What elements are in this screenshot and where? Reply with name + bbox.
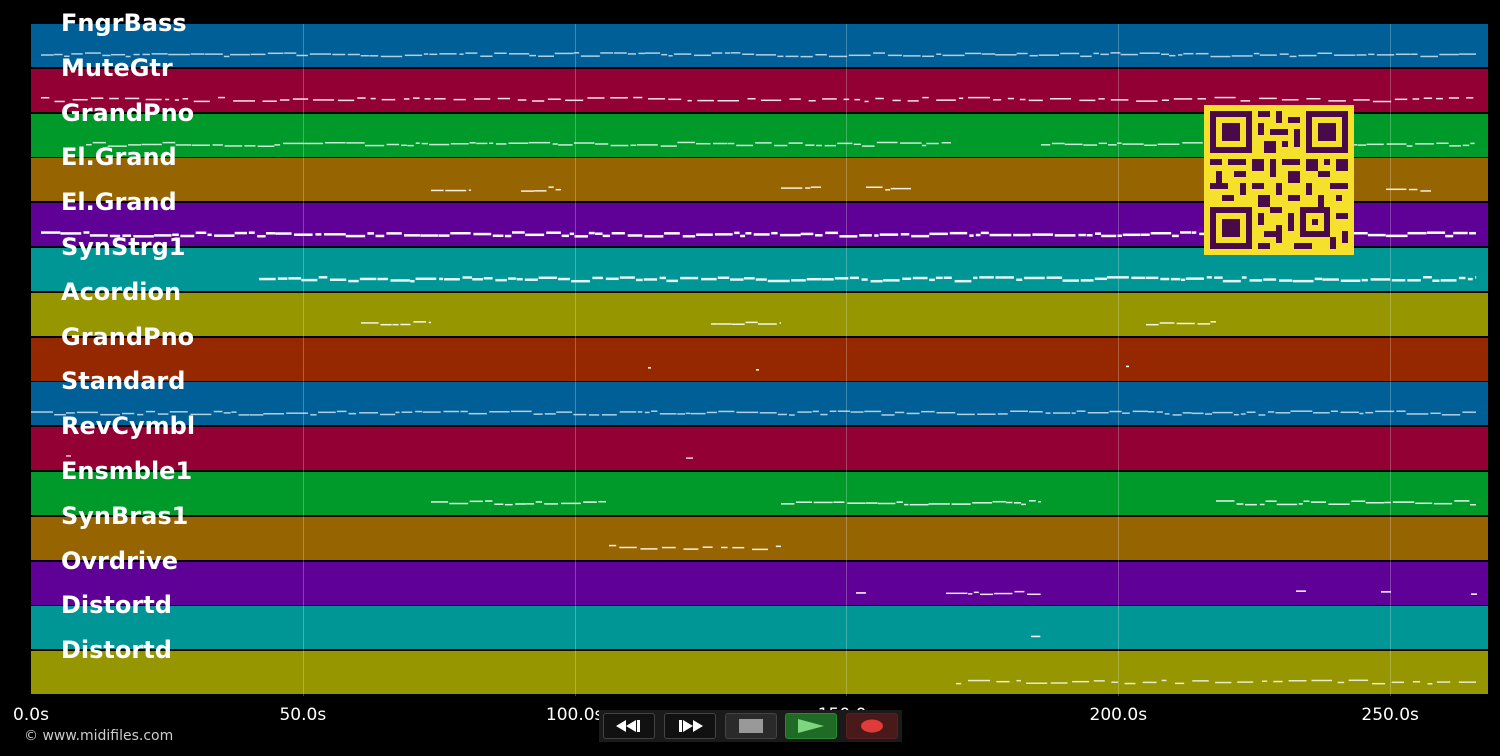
track-lane[interactable]: Standard [31, 367, 1488, 426]
track-name: SynStrg1 [61, 233, 186, 261]
time-tick-label: 0.0s [13, 705, 49, 725]
stop-button[interactable] [724, 713, 777, 739]
track-name: RevCymbl [61, 412, 196, 441]
qr-code-icon [1204, 105, 1354, 255]
time-tick-label: 50.0s [279, 705, 327, 725]
time-tick-label: 100.0s [545, 705, 604, 725]
track-name: Acordion [61, 277, 182, 306]
track-lanes: FngrBass MuteGtr GrandPno El.Grand El.Grand S… [31, 9, 1488, 696]
track-name: El.Grand [61, 143, 177, 172]
rewind-icon [616, 720, 640, 732]
track-name: Distortd [61, 636, 172, 665]
fast-forward-icon [678, 720, 703, 732]
copyright-text: © www.midifiles.com [24, 728, 174, 744]
track-lane[interactable]: Acordion [31, 278, 1488, 336]
track-lane[interactable]: Distortd [31, 591, 1488, 650]
track-name: Ovrdrive [61, 546, 179, 575]
rewind-button[interactable] [603, 713, 655, 739]
play-icon [798, 719, 825, 733]
play-button[interactable] [785, 713, 838, 739]
time-tick-label: 250.0s [1361, 705, 1419, 725]
track-name: SynBras1 [61, 501, 189, 530]
record-button[interactable] [846, 713, 898, 739]
track-lane[interactable]: RevCymbl [31, 412, 1488, 471]
track-lane[interactable]: SynBras1 [31, 502, 1488, 560]
track-lane[interactable]: GrandPno [31, 323, 1488, 381]
track-lane[interactable]: MuteGtr [31, 54, 1488, 112]
track-name: GrandPno [61, 322, 195, 351]
record-icon [861, 719, 883, 733]
track-lane[interactable]: Ensmble1 [31, 457, 1488, 515]
fast-forward-button[interactable] [663, 713, 716, 739]
track-lane[interactable]: FngrBass [31, 9, 1488, 67]
track-name: Distortd [61, 591, 172, 620]
transport-controls [599, 710, 902, 742]
track-name: El.Grand [61, 188, 177, 217]
track-name: GrandPno [61, 98, 195, 127]
track-name: FngrBass [61, 9, 187, 37]
track-lane[interactable]: Ovrdrive [31, 547, 1488, 605]
track-lane[interactable]: SynStrg1 [31, 233, 1488, 291]
track-name: Ensmble1 [61, 457, 193, 485]
time-tick-label: 200.0s [1089, 705, 1148, 725]
track-lane[interactable]: Distortd [31, 636, 1488, 695]
track-name: MuteGtr [61, 53, 173, 82]
track-name: Standard [61, 367, 186, 396]
stop-icon [738, 719, 763, 733]
